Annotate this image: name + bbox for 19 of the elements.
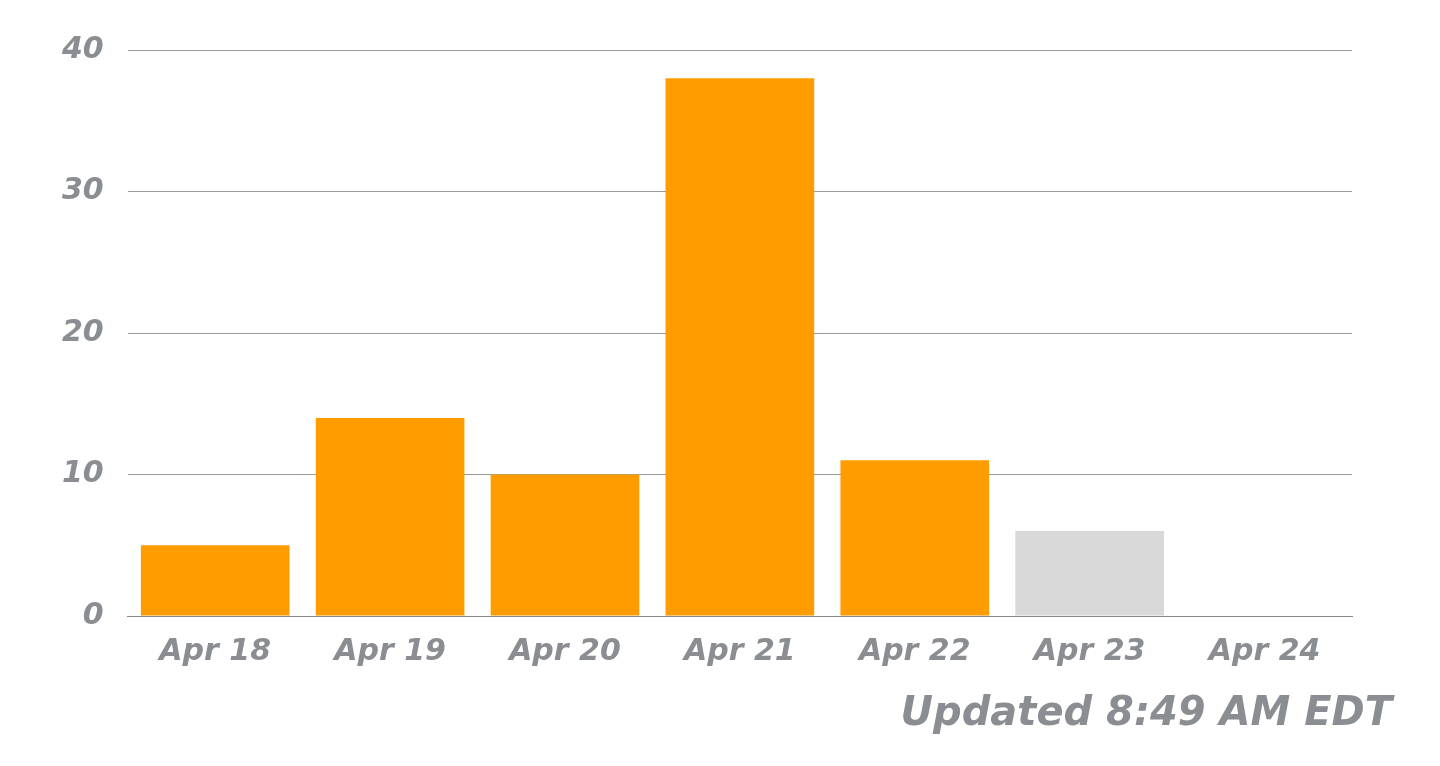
- y-tick-label: 40: [61, 29, 104, 65]
- text: Updated 8:49 AM EDT: [899, 688, 1396, 734]
- x-tick-label: Apr 18: [157, 631, 272, 667]
- x-tick-label: Apr 21: [682, 631, 796, 667]
- bar: [840, 460, 990, 616]
- y-tick-label: 10: [62, 454, 104, 490]
- x-tick-label: Apr 24: [1206, 631, 1321, 667]
- x-tick-label: Apr 20: [507, 631, 621, 667]
- y-tick-label: 0: [82, 595, 104, 631]
- y-tick-label: 20: [62, 312, 104, 348]
- x-tick-label: Apr 19: [332, 631, 446, 667]
- bar: [315, 417, 465, 616]
- y-tick-label: 30: [62, 171, 104, 207]
- bar: [140, 545, 290, 616]
- x-tick-label: Apr 23: [1031, 631, 1146, 667]
- bar: [490, 474, 640, 616]
- bar: [1015, 531, 1164, 616]
- x-tick-label: Apr 22: [856, 631, 971, 667]
- bar: [665, 78, 815, 616]
